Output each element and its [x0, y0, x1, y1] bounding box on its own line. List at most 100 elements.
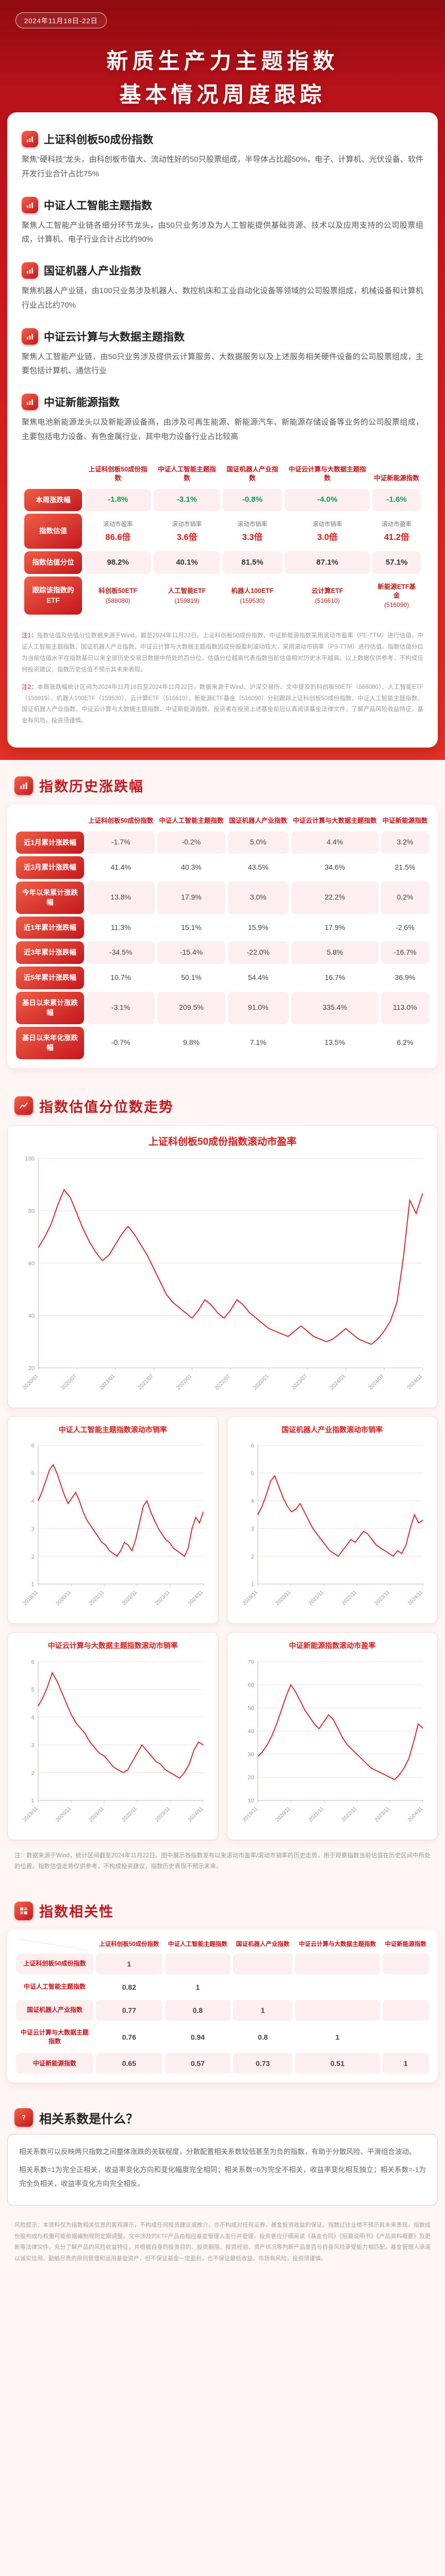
table-row: 指数估值 滚动市盈率 86.6倍 滚动市销率 3.6倍 滚动市销率 3.3倍 滚动市销率 3.0…: [24, 514, 421, 549]
svg-text:2022/11: 2022/11: [340, 1589, 358, 1607]
index-item-header: 中证新能源指数: [22, 394, 423, 410]
disclaimer: 风险提示：本资料仅为指数相关信息的客观展示，不构成任何投资建议或推介，亦不构成对…: [14, 2222, 431, 2262]
return-value: 0.2%: [397, 893, 414, 902]
table-cell: 15.1%: [157, 916, 225, 939]
column-header: 上证科创板50成份指数: [88, 817, 154, 825]
table-cell: 13.5%: [291, 1026, 378, 1059]
svg-text:6: 6: [31, 1443, 35, 1449]
bar-chart-icon: [14, 776, 33, 795]
etf-code: (159530): [240, 597, 265, 604]
correlation-value: 0.57: [164, 2053, 231, 2074]
correlation-value: [295, 1953, 380, 1974]
return-value: 3.2%: [397, 838, 414, 846]
valuation-chart-4: 10 20 30 40 50 60 70 2019/11 2020/11 2021/11 2022/…: [241, 1659, 424, 1823]
svg-text:100: 100: [25, 1156, 35, 1162]
svg-text:2021/11: 2021/11: [88, 1589, 106, 1607]
table-cell: 5.8%: [291, 941, 378, 964]
index-description: 聚焦机器人产业链，由100只业务涉及机器人、数控机床和工业自动化设备等领域的公司…: [22, 286, 423, 310]
svg-text:2: 2: [31, 1770, 35, 1776]
table-cell: 4.4%: [291, 831, 378, 854]
return-value: 3.0%: [250, 893, 267, 902]
etf-name: 科创板50ETF: [98, 587, 138, 595]
table-cell: 50.1%: [157, 967, 225, 989]
corner-cell: [24, 462, 82, 486]
corner-cell: [16, 1939, 93, 1951]
table-cell: 6.2%: [381, 1026, 429, 1059]
svg-text:80: 80: [28, 1208, 35, 1214]
table-header-row: 上证科创板50成份指数 中证人工智能主题指数 国证机器人产业指数 中证云计算与大数据主…: [16, 814, 429, 829]
row-header: 上证科创板50成份指数: [16, 1953, 93, 1974]
table-cell: 209.5%: [157, 991, 225, 1024]
table-cell: -1.7%: [87, 831, 155, 854]
table-cell: 云计算ETF (516610): [285, 576, 370, 615]
grid-chart-icon: [14, 1901, 33, 1920]
correlation-value: 1: [96, 1953, 162, 1974]
row-label: 近5年累计涨跌幅: [16, 967, 84, 989]
page-title-line1: 新质生产力主题指数: [106, 49, 339, 73]
svg-text:1: 1: [31, 1798, 35, 1804]
header: 2024年11月18日-22日 新质生产力主题指数 基本情况周度跟踪: [0, 0, 445, 112]
svg-text:60: 60: [28, 1261, 35, 1267]
return-value: 21.5%: [394, 862, 416, 871]
valuation-chart-2: 1 2 3 4 5 6 2019/11 2020/11 2021/11 2022/11 2023/1…: [241, 1443, 424, 1607]
table-cell: -0.2%: [157, 831, 225, 854]
svg-text:2024/11: 2024/11: [187, 1806, 205, 1823]
return-value: -0.2%: [182, 838, 201, 846]
svg-text:2023/01: 2023/01: [252, 1373, 270, 1391]
correlation-value: [295, 1976, 380, 1997]
svg-text:2024/01: 2024/01: [329, 1373, 347, 1391]
column-header: 中证云计算与大数据主题指数: [293, 817, 377, 825]
percentile-value: 98.2%: [107, 557, 129, 567]
table-cell: 新能源ETF基金 (516090): [372, 576, 421, 615]
index-item: 国证机器人产业指数 聚焦机器人产业链，由100只业务涉及机器人、数控机床和工业自动…: [22, 262, 423, 313]
return-value: -2.6%: [395, 923, 415, 931]
index-name: 上证科创板50成份指数: [44, 134, 154, 146]
table-cell: -1.8%: [85, 488, 152, 512]
return-value: 34.6%: [324, 862, 345, 871]
faq-explanation-box: 相关系数可以反映两只指数之间整体涨跌的关联程度，分散配置相关系数较低甚至为负的指…: [7, 2134, 438, 2206]
return-value: 10.7%: [110, 973, 131, 981]
svg-text:5: 5: [31, 1471, 35, 1477]
correlation-value: 1: [295, 2023, 380, 2051]
svg-text:2024/11: 2024/11: [187, 1589, 205, 1607]
svg-text:2020/01: 2020/01: [22, 1373, 39, 1391]
change-value: -1.6%: [386, 495, 407, 504]
table-row: 今年以来累计涨跌幅 13.8% 17.9% 3.0% 22.2% 0.2%: [16, 881, 429, 914]
history-section: 指数历史涨跌幅 上证科创板50成份指数 中证人工智能主题指数 国证机器人产业指数 中证…: [0, 775, 445, 1068]
svg-text:1: 1: [251, 1582, 254, 1588]
row-label: 近1月累计涨跌幅: [16, 831, 84, 854]
corner-cell: [16, 814, 84, 829]
valuation-chart-3: 1 2 3 4 5 6 2019/11 2020/11 2021/11 2022/11 2023/1…: [22, 1659, 205, 1823]
trend-chart-icon: [22, 131, 38, 147]
table-row: 近3年累计涨跌幅 -34.5% -15.4% -22.0% 5.8% -16.7%: [16, 941, 429, 964]
svg-text:1: 1: [31, 1582, 35, 1588]
svg-text:2022/11: 2022/11: [340, 1806, 358, 1823]
svg-text:6: 6: [251, 1443, 254, 1449]
etf-name: 新能源ETF基金: [377, 583, 416, 599]
trend-chart-icon: [22, 262, 38, 279]
table-cell: -0.7%: [87, 1026, 155, 1059]
faq-paragraph: 相关系数=1为完全正相关，收益率变化方向和变化幅度完全相同；相关系数=0为完全不…: [19, 2166, 426, 2188]
history-section-header: 指数历史涨跌幅: [14, 775, 431, 795]
svg-text:2023/11: 2023/11: [373, 1589, 391, 1607]
table-cell: 22.2%: [291, 881, 378, 914]
svg-text:70: 70: [248, 1659, 254, 1665]
svg-text:2: 2: [251, 1554, 254, 1560]
row-label: 近3月累计涨跌幅: [16, 856, 84, 879]
return-value: 15.9%: [248, 923, 269, 931]
change-value: -0.8%: [242, 495, 262, 504]
row-label: 基日以来年化涨跌幅: [16, 1026, 84, 1059]
table-cell: 0.2%: [381, 881, 429, 914]
table-row: 中证云计算与大数据主题指数 0.76 0.94 0.8 1: [16, 2023, 429, 2051]
index-description: 聚焦人工智能产业链，由50只业务涉及提供云计算服务、大数据服务以及上述服务相关硬…: [22, 352, 423, 376]
svg-text:6: 6: [31, 1659, 35, 1665]
svg-text:2024/11: 2024/11: [406, 1373, 424, 1391]
svg-text:3: 3: [31, 1742, 35, 1749]
svg-text:2019/11: 2019/11: [22, 1806, 40, 1823]
table-cell: 54.4%: [227, 967, 289, 989]
return-value: 4.4%: [326, 838, 343, 846]
table-cell: 57.1%: [372, 551, 421, 574]
table-cell: -0.8%: [222, 488, 283, 512]
etf-code: (516610): [315, 597, 340, 604]
